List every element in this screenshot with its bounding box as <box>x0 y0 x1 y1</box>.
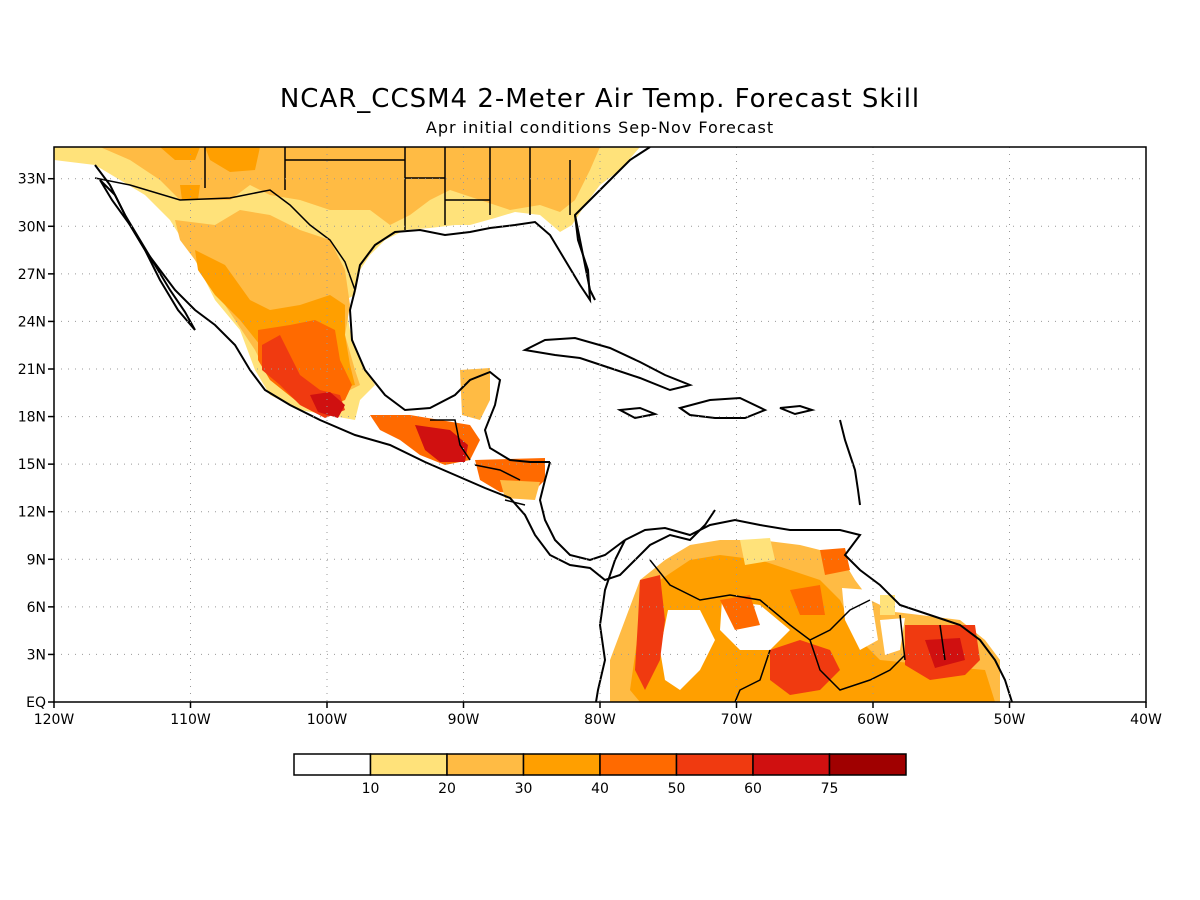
skill-region-sa-mid <box>720 548 850 630</box>
x-tick-label: 110W <box>170 712 211 728</box>
legend-swatch <box>752 753 831 776</box>
skill-region-venezuela-light <box>740 538 895 615</box>
x-tick-label: 70W <box>721 712 753 728</box>
y-tick-label: EQ <box>26 695 46 711</box>
skill-region-sa-west <box>635 575 665 690</box>
x-tick-label: 100W <box>307 712 348 728</box>
y-tick-label: 9N <box>27 552 46 568</box>
y-tick-label: 6N <box>27 600 46 616</box>
coastline-puerto-rico <box>779 404 816 416</box>
y-tick-label: 18N <box>18 410 46 426</box>
legend-label: 40 <box>591 781 609 797</box>
y-tick-label: 27N <box>18 267 46 283</box>
legend-swatch <box>369 753 448 776</box>
skill-region-sa-white <box>660 588 905 690</box>
skill-region-yucatan <box>460 368 490 420</box>
coastline-gulf <box>354 147 651 304</box>
x-tick-label: 90W <box>448 712 480 728</box>
graticule <box>54 147 1146 702</box>
border-us-mexico <box>94 177 356 291</box>
x-tick-label: 120W <box>34 712 75 728</box>
legend-swatch <box>293 753 372 776</box>
legend-swatch <box>599 753 678 776</box>
skill-region-guatemala-core <box>415 425 468 462</box>
y-tick-label: 15N <box>18 457 46 473</box>
skill-region-north <box>54 147 640 420</box>
x-tick-label: 40W <box>1130 712 1162 728</box>
legend-label: 75 <box>821 781 839 797</box>
legend-swatch <box>522 753 601 776</box>
borders <box>94 147 946 702</box>
y-tick-label: 3N <box>27 647 46 663</box>
y-tick-label: 21N <box>18 362 46 378</box>
x-tick-label: 80W <box>584 712 616 728</box>
skill-field <box>54 147 1000 702</box>
x-tick-label: 60W <box>857 712 889 728</box>
skill-region-sa-central <box>770 640 840 695</box>
legend-label: 50 <box>668 781 686 797</box>
coastline-south-america-north <box>624 518 1013 702</box>
legend-swatch <box>675 753 754 776</box>
colorbar-legend: 10 20 30 40 50 60 75 <box>293 753 907 797</box>
skill-region-honduras-light <box>500 480 540 500</box>
coastline-jamaica <box>616 406 659 420</box>
legend-label: 30 <box>515 781 533 797</box>
map-axes: 120W 110W 100W 90W 80W 70W 60W 50W 40W EQ 3N 6N 9N 12… <box>18 172 1162 728</box>
skill-region-sa-warm <box>630 555 995 702</box>
y-tick-label: 33N <box>18 172 46 188</box>
map-subtitle: Apr initial conditions Sep-Nov Forecast <box>425 118 775 137</box>
coastline-baja <box>99 179 196 331</box>
skill-region-sa-east-core <box>925 638 965 668</box>
border-south-america <box>649 559 946 702</box>
border-us-states <box>204 147 571 230</box>
coastline-caribbean-central <box>538 461 626 562</box>
y-tick-label: 24N <box>18 314 46 330</box>
y-tick-label: 30N <box>18 219 46 235</box>
legend-swatch <box>446 753 525 776</box>
map-title: NCAR_CCSM4 2-Meter Air Temp. Forecast Sk… <box>279 84 921 114</box>
coastline-hispaniola <box>677 396 768 419</box>
x-tick-label: 50W <box>994 712 1026 728</box>
coastline-gulf-mexico <box>348 289 550 463</box>
skill-region-mexico-peak <box>310 392 345 418</box>
skill-region-usa-hot <box>160 147 260 200</box>
y-tick-label: 12N <box>18 505 46 521</box>
legend-label: 20 <box>438 781 456 797</box>
coastline-florida <box>574 214 596 301</box>
coastline-lesser-antilles <box>839 419 861 506</box>
legend-label: 60 <box>744 781 762 797</box>
coastline-cuba <box>521 336 694 392</box>
coastlines <box>94 147 1013 702</box>
border-central-america <box>430 419 526 506</box>
coastline-south-america-west <box>595 539 626 702</box>
legend-swatch <box>828 753 907 776</box>
coastline-mexico-pacific <box>94 164 716 582</box>
legend-label: 10 <box>362 781 380 797</box>
